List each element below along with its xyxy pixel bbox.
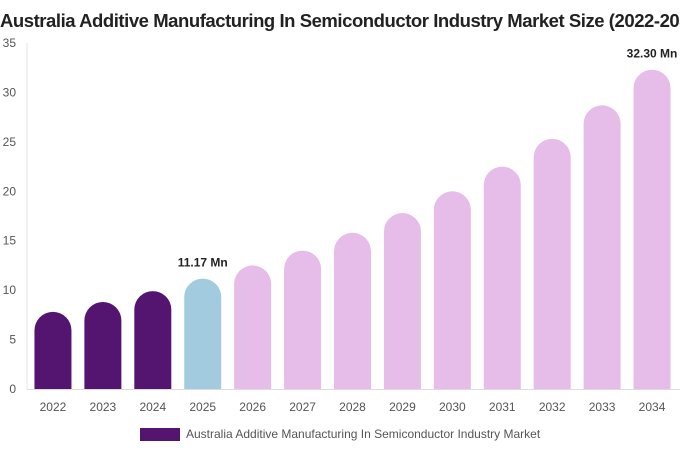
y-tick-label: 35 <box>3 36 17 50</box>
bar-2029 <box>383 213 421 389</box>
y-tick-label: 5 <box>9 333 16 347</box>
x-tick-label: 2030 <box>439 400 466 414</box>
x-tick-label: 2022 <box>40 400 67 414</box>
bar-2030 <box>433 191 471 389</box>
x-tick-label: 2031 <box>489 400 516 414</box>
y-tick-label: 20 <box>3 184 17 198</box>
y-tick-label: 25 <box>3 135 17 149</box>
x-tick-label: 2023 <box>90 400 117 414</box>
bar-2032 <box>533 138 571 389</box>
bar-2026 <box>234 265 272 389</box>
y-tick-label: 0 <box>9 382 16 396</box>
bar-2031 <box>483 166 521 389</box>
legend: Australia Additive Manufacturing In Semi… <box>140 426 540 442</box>
x-tick-label: 2029 <box>389 400 416 414</box>
x-tick-label: 2025 <box>189 400 216 414</box>
chart-title: Australia Additive Manufacturing In Semi… <box>0 10 680 31</box>
x-tick-label: 2028 <box>339 400 366 414</box>
bar-2027 <box>284 250 322 389</box>
x-tick-label: 2026 <box>239 400 266 414</box>
bar-2034 <box>633 69 671 389</box>
data-label: 32.30 Mn <box>627 47 678 61</box>
bar-2025 <box>184 278 222 389</box>
legend-swatch <box>140 427 180 441</box>
x-tick-label: 2027 <box>289 400 316 414</box>
x-tick-label: 2033 <box>589 400 616 414</box>
x-tick-label: 2034 <box>639 400 666 414</box>
x-tick-label: 2024 <box>139 400 166 414</box>
bar-2024 <box>134 291 172 389</box>
data-label: 11.17 Mn <box>178 256 228 270</box>
y-tick-label: 10 <box>3 283 17 297</box>
bar-2028 <box>334 232 371 389</box>
y-tick-label: 15 <box>3 234 17 248</box>
y-tick-label: 30 <box>3 85 17 99</box>
x-tick-label: 2032 <box>539 400 566 414</box>
bar-2033 <box>583 105 621 389</box>
bar-2022 <box>34 311 72 389</box>
bar-2023 <box>84 302 122 389</box>
legend-label: Australia Additive Manufacturing In Semi… <box>186 427 541 441</box>
